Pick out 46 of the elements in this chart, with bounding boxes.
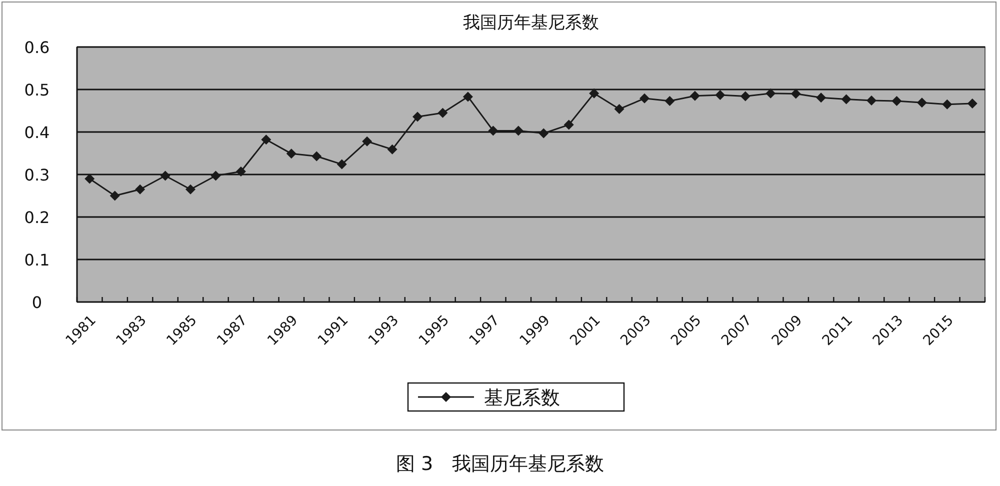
point xyxy=(640,93,650,104)
point xyxy=(160,170,170,181)
point xyxy=(513,126,524,136)
point xyxy=(84,174,95,184)
point xyxy=(766,88,776,98)
point xyxy=(916,98,927,108)
point xyxy=(387,144,398,154)
point xyxy=(664,96,675,106)
y-tick-label: 0.6 xyxy=(24,38,50,57)
point xyxy=(816,92,826,103)
point xyxy=(336,159,347,170)
y-tick-label: 0.4 xyxy=(24,123,50,142)
point xyxy=(412,112,422,122)
point xyxy=(892,96,902,106)
point xyxy=(186,184,196,194)
point xyxy=(236,166,246,177)
point xyxy=(261,134,272,145)
y-tick-label: 0.5 xyxy=(24,80,50,100)
point xyxy=(135,184,146,194)
point xyxy=(462,92,473,102)
point xyxy=(740,91,750,102)
point xyxy=(438,108,448,118)
point xyxy=(841,94,852,104)
point xyxy=(589,88,600,98)
point xyxy=(967,98,978,109)
y-tick-label: 0 xyxy=(32,293,42,312)
y-tick-label: 0.2 xyxy=(24,208,50,227)
point xyxy=(362,136,372,146)
point xyxy=(312,151,322,162)
y-tick-label: 0.3 xyxy=(24,166,50,184)
point xyxy=(286,148,296,159)
legend-label: 基尼系数 xyxy=(484,387,560,409)
point xyxy=(942,99,952,110)
point xyxy=(690,90,700,101)
y-tick-label: 0.1 xyxy=(24,250,50,270)
point xyxy=(614,104,624,114)
point xyxy=(210,170,221,181)
point xyxy=(866,96,876,106)
point xyxy=(110,190,120,201)
point xyxy=(790,88,801,99)
point xyxy=(715,90,726,100)
caption: 图 3 我国历年基尼系数 xyxy=(396,453,604,475)
chart-title: 我国历年基尼系数 xyxy=(463,13,599,33)
point xyxy=(538,128,549,138)
point xyxy=(564,120,574,130)
point xyxy=(488,126,498,136)
